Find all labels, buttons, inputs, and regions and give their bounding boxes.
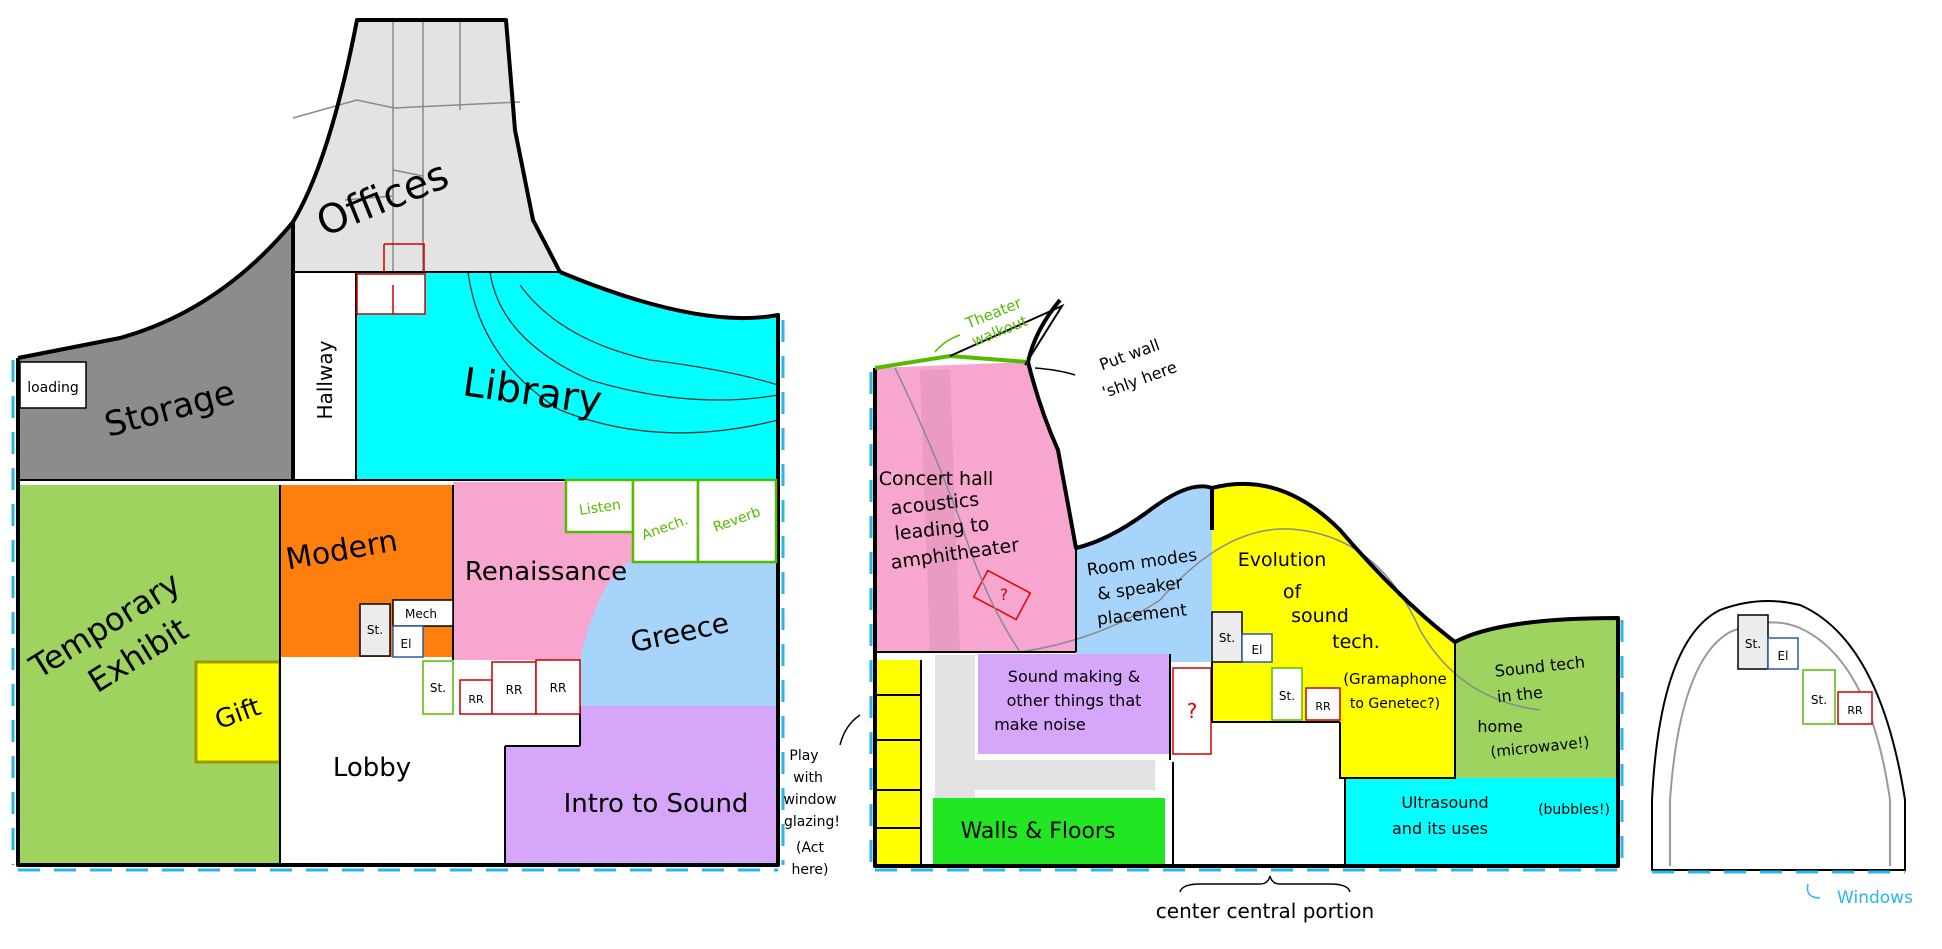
room-room-modes [1076, 486, 1212, 662]
box-elevator-2 [1241, 633, 1273, 663]
box-mech [392, 599, 454, 627]
box-stairs-1 [359, 603, 391, 657]
box-anech [631, 478, 700, 564]
room-glazing-strip [875, 660, 921, 866]
annotations: Theater walkout Put wall 'shly here Play… [783, 293, 1913, 923]
box-stairs-2 [422, 660, 454, 715]
note-play-1: Play [789, 748, 818, 764]
box-stairs-4 [1271, 667, 1303, 721]
box-stairs-6 [1802, 669, 1836, 725]
label-restroom-3: RR [550, 681, 567, 695]
note-play-5: (Act [796, 840, 824, 856]
room-gift [196, 662, 280, 762]
label-soundhome-2: in the [1496, 683, 1544, 707]
room-sound-home [1455, 618, 1618, 778]
label-hallway: Hallway [313, 340, 337, 419]
label-ultrasound-2: and its uses [1392, 819, 1488, 838]
label-restroom-4: RR [1315, 700, 1331, 713]
label-bubbles: (bubbles!) [1538, 802, 1610, 818]
label-restroom-1: RR [468, 693, 484, 706]
label-walls-floors: Walls & Floors [961, 819, 1116, 844]
note-center-portion: center central portion [1156, 899, 1374, 923]
room-library [356, 272, 778, 480]
center-building: ? St. El St. RR ? Concert hall acoustics… [869, 298, 1624, 872]
box-restroom-1 [459, 679, 493, 715]
right-building: St. El St. RR [1651, 600, 1906, 874]
label-evolution-4: tech. [1332, 631, 1380, 653]
label-evolution-2: of [1283, 581, 1303, 603]
label-soundhome-3: home [1477, 717, 1522, 736]
label-soundmaking-3: make noise [994, 715, 1086, 734]
label-stairs-6: St. [1811, 693, 1827, 707]
label-mech: Mech [405, 607, 437, 621]
note-windows: Windows [1837, 888, 1913, 908]
label-evolution-1: Evolution [1238, 549, 1327, 571]
label-concert-1: Concert hall [879, 468, 994, 490]
label-loading: loading [27, 380, 79, 396]
label-stairs-1: St. [367, 623, 383, 637]
label-ultrasound-1: Ultrasound [1401, 793, 1488, 812]
box-reverb [696, 478, 778, 564]
label-elevator-1: El [401, 637, 412, 651]
label-stairs-5: St. [1745, 637, 1761, 651]
box-stairs-3 [1211, 611, 1243, 663]
box-restroom-3 [535, 659, 581, 715]
label-renaissance: Renaissance [465, 557, 627, 587]
room-intro-to-sound [505, 706, 778, 865]
box-restroom-2 [491, 661, 537, 715]
label-restroom-5: RR [1847, 704, 1863, 717]
note-play-4: glazing! [784, 814, 840, 830]
label-elevator-3: El [1778, 649, 1789, 663]
box-restroom-5 [1837, 691, 1873, 725]
room-greece [580, 562, 778, 706]
note-play-6: here) [791, 862, 828, 878]
note-play-3: window [783, 792, 836, 808]
box-loading [19, 361, 87, 409]
box-question [1172, 667, 1212, 755]
box-restroom-4 [1305, 687, 1341, 721]
room-offices [293, 20, 560, 272]
label-stairs-4: St. [1279, 689, 1295, 703]
label-lobby: Lobby [333, 753, 411, 783]
label-grama-2: to Genetec?) [1350, 696, 1440, 712]
box-elevator-1 [392, 625, 424, 658]
label-stairs-2: St. [430, 681, 446, 695]
label-listen: Listen [578, 497, 622, 519]
room-storage [18, 222, 293, 480]
room-ultrasound [1345, 778, 1618, 866]
room-hallway [293, 272, 356, 480]
label-restroom-2: RR [506, 683, 523, 697]
room-walls-floors [933, 798, 1165, 866]
label-question-2: ? [1187, 699, 1198, 723]
label-soundmaking-2: other things that [1007, 691, 1142, 710]
label-grama-1: (Gramaphone [1343, 670, 1447, 688]
left-building: Listen Anech. Reverb St. Mech El St. RR … [11, 18, 785, 872]
label-elevator-2: El [1252, 643, 1263, 657]
label-intro-to-sound: Intro to Sound [564, 789, 749, 819]
note-play-2: with [793, 770, 823, 786]
label-soundmaking-1: Sound making & [1008, 667, 1140, 686]
label-evolution-3: sound [1291, 605, 1349, 627]
room-sound-making [978, 654, 1170, 754]
arch-outer [1651, 600, 1906, 871]
label-stairs-3: St. [1219, 631, 1235, 645]
box-listen [564, 478, 635, 534]
box-elevator-3 [1767, 637, 1799, 670]
label-question-1: ? [1000, 585, 1009, 604]
